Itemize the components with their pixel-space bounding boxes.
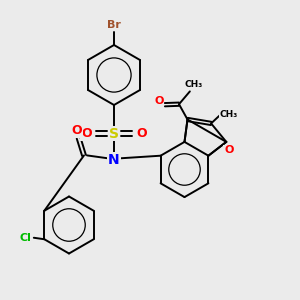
Text: Br: Br (107, 20, 121, 31)
Text: N: N (108, 153, 120, 167)
Text: O: O (72, 124, 83, 137)
Text: CH₃: CH₃ (219, 110, 238, 119)
Text: O: O (81, 127, 92, 140)
Text: O: O (154, 96, 164, 106)
Text: Cl: Cl (20, 233, 32, 243)
Text: S: S (109, 127, 119, 140)
Text: O: O (224, 145, 233, 155)
Text: O: O (136, 127, 147, 140)
Text: CH₃: CH₃ (185, 80, 203, 88)
